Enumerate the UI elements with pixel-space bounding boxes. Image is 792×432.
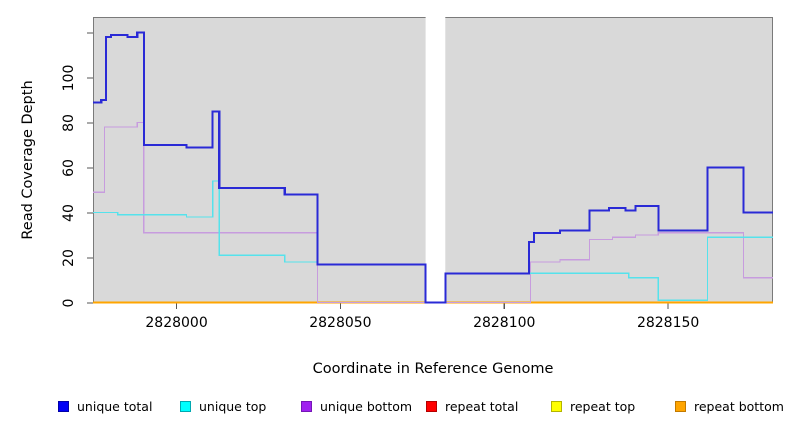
x-tick-label: 2828000 [145,315,208,331]
legend-item-repeat-top: repeat top [551,398,636,414]
legend-label: unique top [199,398,267,414]
y-tick-label: 0 [61,298,77,308]
repeat-total-swatch-icon [426,400,437,412]
legend-item-repeat-total: repeat total [426,398,519,414]
legend-item-repeat-bottom: repeat bottom [675,398,784,414]
y-tick-label: 20 [61,249,77,267]
unique-total-swatch-icon [58,400,69,412]
unique-bottom-swatch-icon [301,400,312,412]
y-tick-label: 100 [61,64,77,92]
unique-top-swatch-icon [180,400,191,412]
x-axis-title: Coordinate in Reference Genome [312,361,554,377]
x-tick-label: 2828050 [309,315,372,331]
x-tick-label: 2828150 [636,315,700,331]
legend-label: unique total [77,398,153,414]
x-tick-label: 2828100 [473,315,536,331]
missing-data-gap [425,15,446,305]
legend-item-unique-total: unique total [58,398,153,414]
y-tick-label: 40 [61,204,77,222]
series-unique-bottom [93,121,773,304]
legend-label: repeat top [570,398,636,414]
legend-label: unique bottom [320,398,413,414]
repeat-top-swatch-icon [551,400,562,412]
y-axis-title: Read Coverage Depth [20,80,36,240]
series-unique-total [93,31,773,304]
y-tick-label: 60 [61,159,77,177]
y-tick-label: 80 [61,114,77,132]
repeat-bottom-swatch-icon [675,400,686,412]
legend-item-unique-bottom: unique bottom [301,398,413,414]
legend-label: repeat total [445,398,519,414]
legend-item-unique-top: unique top [180,398,267,414]
legend-label: repeat bottom [694,398,784,414]
